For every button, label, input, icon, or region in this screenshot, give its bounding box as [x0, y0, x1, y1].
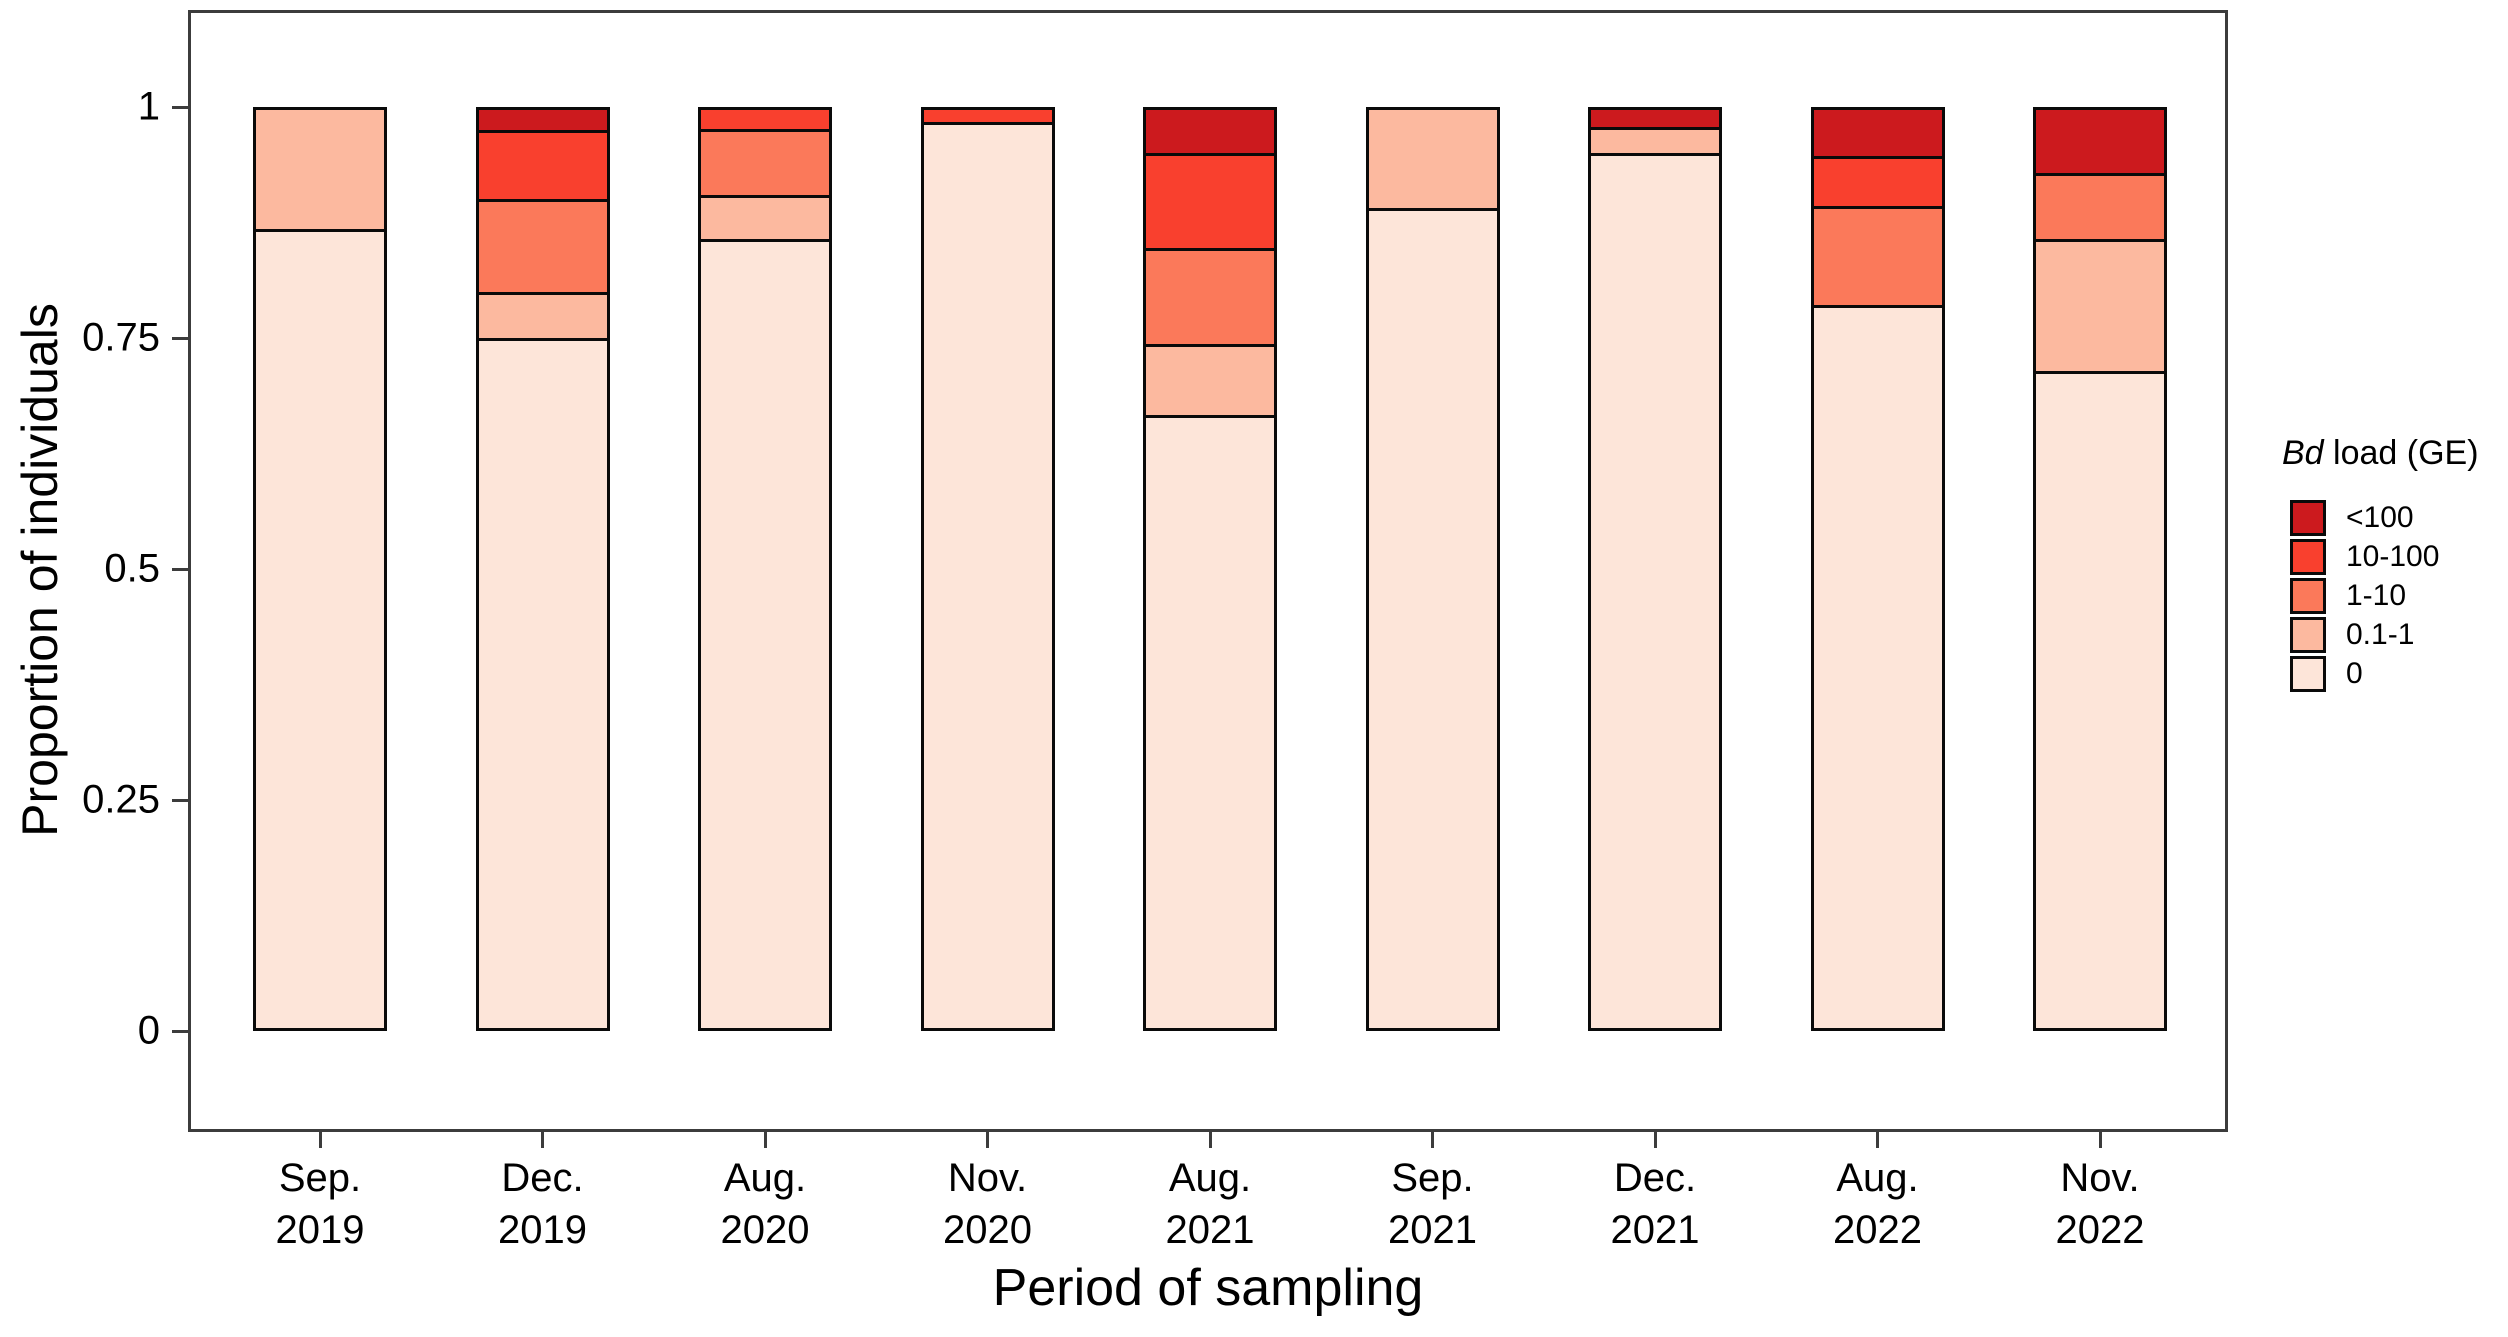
bar-segment [1810, 107, 1945, 159]
bar-segment [1810, 304, 1945, 1031]
y-tick-mark [172, 567, 188, 571]
bar-segment [2033, 172, 2167, 243]
bar-segment [2033, 371, 2167, 1031]
legend-label: 1-10 [2346, 579, 2407, 612]
y-tick-mark [172, 105, 188, 109]
bar-segment [1588, 153, 1722, 1031]
x-axis-title: Period of sampling [992, 1259, 1424, 1317]
x-tick-label-line: 2020 [943, 1208, 1032, 1252]
x-tick-label-line: Aug. [1836, 1156, 1919, 1200]
x-tick-label: Dec. 2021 [1611, 1152, 1700, 1256]
x-tick-label-line: 2022 [1833, 1208, 1922, 1252]
x-tick-mark [986, 1132, 989, 1148]
x-tick-label: Sep. 2019 [276, 1152, 365, 1256]
bar-segment [253, 228, 387, 1031]
x-tick-label: Aug. 2021 [1166, 1152, 1255, 1256]
bar-segment [2033, 239, 2167, 375]
y-tick-label: 0.25 [82, 777, 160, 822]
x-tick-label-line: 2020 [720, 1208, 810, 1252]
bar-segment [253, 107, 387, 232]
y-tick-mark [172, 1029, 188, 1033]
bar-segment [475, 130, 610, 203]
bar-segment [1588, 107, 1722, 131]
x-tick-label-line: 2019 [498, 1208, 587, 1252]
x-tick-label-line: Dec. [1613, 1156, 1697, 1200]
x-tick-mark [1653, 1132, 1657, 1148]
bar-segment [1588, 127, 1722, 157]
x-tick-label: Nov. 2020 [943, 1152, 1032, 1256]
bar-segment [1365, 207, 1500, 1031]
y-tick-label: 0.5 [104, 546, 160, 591]
x-tick-label-line: Aug. [1168, 1156, 1252, 1200]
bar-segment [1143, 414, 1277, 1031]
x-tick-label-line: Sep. [1391, 1156, 1474, 1200]
bar-segment [1365, 107, 1500, 211]
x-tick-mark [1431, 1132, 1434, 1148]
legend-title-rest: load (GE) [2323, 434, 2479, 472]
x-tick-mark [1876, 1132, 1879, 1148]
bar-segment [475, 338, 610, 1031]
y-tick-mark [172, 336, 188, 340]
y-tick-label: 1 [137, 84, 160, 129]
x-tick-label: Nov. 2022 [2056, 1152, 2145, 1256]
x-tick-mark [1208, 1132, 1212, 1148]
legend-swatch [2290, 617, 2326, 653]
legend-swatch [2290, 578, 2326, 614]
legend-swatch [2290, 500, 2326, 536]
legend-swatch [2290, 656, 2326, 692]
legend-label: 10-100 [2346, 540, 2440, 573]
y-tick-label: 0 [137, 1008, 160, 1053]
y-tick-mark [172, 798, 188, 802]
x-tick-mark [541, 1132, 544, 1148]
bar-segment [475, 107, 610, 134]
legend-label: 0.1-1 [2346, 618, 2415, 651]
x-tick-mark [2098, 1132, 2102, 1148]
x-tick-label-line: Sep. [278, 1156, 362, 1200]
bar-segment [920, 121, 1055, 1031]
bar-segment [698, 107, 832, 133]
x-tick-label-line: 2021 [1610, 1208, 1700, 1252]
legend-title-italic: Bd [2282, 434, 2324, 472]
legend-swatch [2290, 539, 2326, 575]
x-tick-label: Sep. 2021 [1388, 1152, 1477, 1256]
x-tick-mark [318, 1132, 322, 1148]
y-tick-label: 0.75 [82, 315, 160, 360]
bar-segment [698, 129, 832, 198]
x-tick-label-line: Dec. [501, 1156, 584, 1200]
x-tick-mark [763, 1132, 767, 1148]
x-tick-label-line: 2022 [2055, 1208, 2145, 1252]
x-tick-label-line: Aug. [723, 1156, 807, 1200]
legend-title: Bd load (GE) [2282, 434, 2479, 473]
bar-segment [1143, 107, 1277, 157]
x-tick-label: Dec. 2019 [498, 1152, 587, 1256]
legend-label: <100 [2346, 501, 2414, 534]
x-tick-label-line: Nov. [2060, 1156, 2140, 1200]
bar-segment [1143, 153, 1277, 252]
x-tick-label-line: Nov. [947, 1156, 1028, 1200]
bar-segment [2033, 107, 2167, 176]
x-tick-label: Aug. 2022 [1833, 1152, 1922, 1256]
x-tick-label: Aug. 2020 [721, 1152, 810, 1256]
x-tick-label-line: 2021 [1165, 1208, 1255, 1252]
legend-label: 0 [2346, 657, 2363, 690]
x-tick-label-line: 2021 [1388, 1208, 1477, 1252]
x-tick-label-line: 2019 [275, 1208, 365, 1252]
bar-segment [920, 107, 1055, 125]
